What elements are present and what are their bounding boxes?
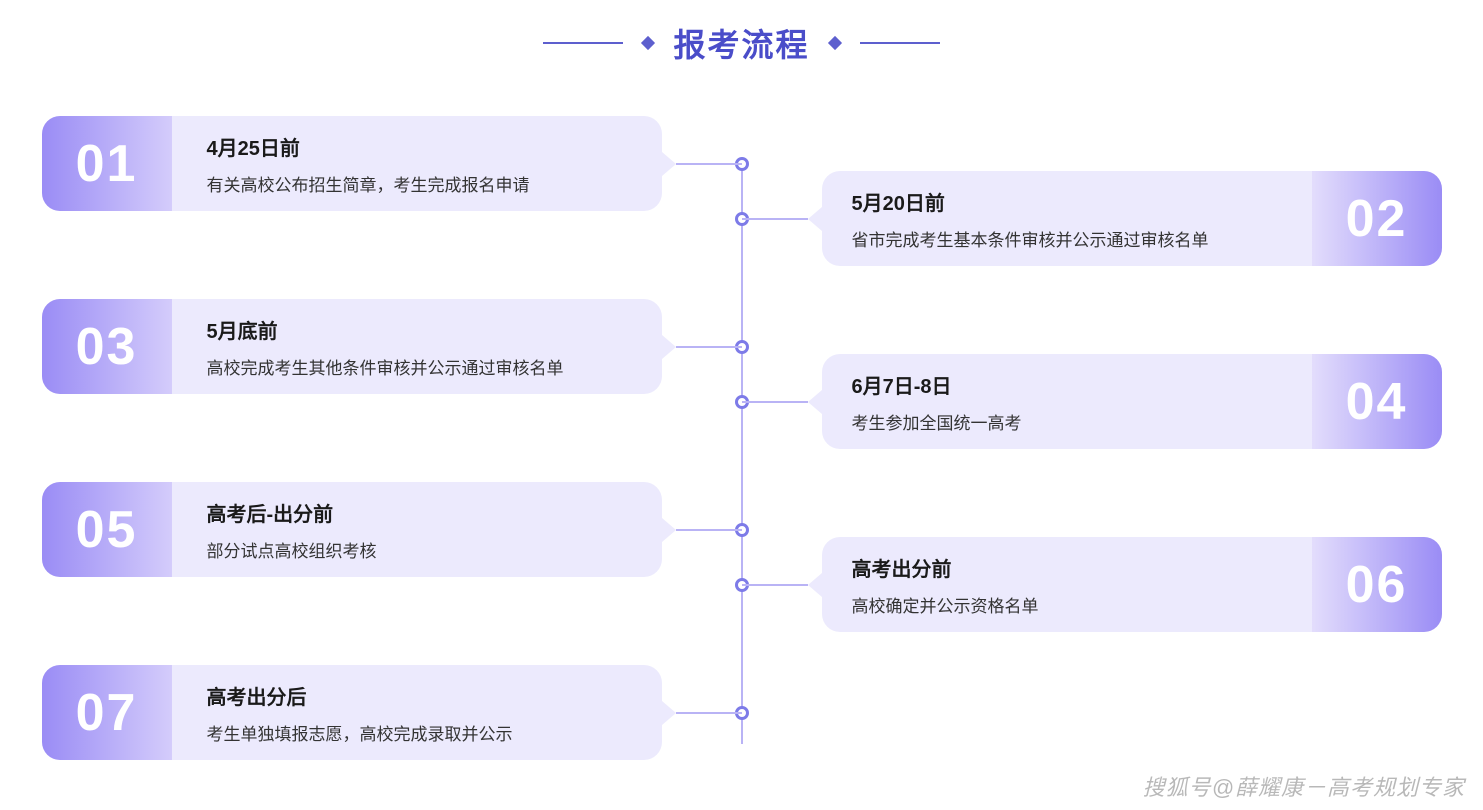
step-content: 4月25日前有关高校公布招生简章，考生完成报名申请 bbox=[207, 132, 530, 196]
flow-container: 01 4月25日前有关高校公布招生简章，考生完成报名申请 02 5月20日前省市完成考… bbox=[22, 106, 1462, 786]
step-number-badge: 05 bbox=[42, 482, 172, 577]
step-title: 高考出分前 bbox=[852, 553, 1039, 582]
step-card-06: 06 高考出分前高校确定并公示资格名单 bbox=[822, 537, 1442, 632]
step-title: 高考出分后 bbox=[207, 681, 513, 710]
step-number-badge: 04 bbox=[1312, 354, 1442, 449]
step-content: 6月7日-8日考生参加全国统一高考 bbox=[852, 370, 1022, 434]
step-title: 5月20日前 bbox=[852, 187, 1209, 216]
step-content: 高考后-出分前部分试点高校组织考核 bbox=[207, 498, 377, 562]
step-card-07: 07 高考出分后考生单独填报志愿，高校完成录取并公示 bbox=[42, 665, 662, 760]
card-arrow-icon bbox=[808, 573, 822, 597]
step-content: 5月20日前省市完成考生基本条件审核并公示通过审核名单 bbox=[852, 187, 1209, 251]
step-title: 5月底前 bbox=[207, 315, 564, 344]
step-card-02: 02 5月20日前省市完成考生基本条件审核并公示通过审核名单 bbox=[822, 171, 1442, 266]
page-title: 报考流程 bbox=[673, 20, 809, 66]
card-arrow-icon bbox=[662, 152, 676, 176]
step-number-badge: 07 bbox=[42, 665, 172, 760]
step-number-badge: 03 bbox=[42, 299, 172, 394]
card-arrow-icon bbox=[662, 335, 676, 359]
header-diamond-right bbox=[827, 36, 841, 50]
step-description: 高校确定并公示资格名单 bbox=[852, 592, 1039, 617]
timeline-connector bbox=[742, 401, 808, 403]
step-number-badge: 01 bbox=[42, 116, 172, 211]
step-title: 4月25日前 bbox=[207, 132, 530, 161]
step-card-04: 04 6月7日-8日考生参加全国统一高考 bbox=[822, 354, 1442, 449]
card-arrow-icon bbox=[662, 518, 676, 542]
step-title: 6月7日-8日 bbox=[852, 370, 1022, 399]
card-arrow-icon bbox=[808, 390, 822, 414]
step-number-badge: 06 bbox=[1312, 537, 1442, 632]
timeline-connector bbox=[676, 712, 742, 714]
step-card-01: 01 4月25日前有关高校公布招生简章，考生完成报名申请 bbox=[42, 116, 662, 211]
timeline-center-line bbox=[741, 164, 743, 744]
step-content: 高考出分后考生单独填报志愿，高校完成录取并公示 bbox=[207, 681, 513, 745]
timeline-connector bbox=[676, 346, 742, 348]
timeline-connector bbox=[742, 218, 808, 220]
watermark-text: 搜狐号@薛耀康－高考规划专家 bbox=[1143, 770, 1465, 802]
step-card-03: 03 5月底前高校完成考生其他条件审核并公示通过审核名单 bbox=[42, 299, 662, 394]
timeline-connector bbox=[676, 529, 742, 531]
step-description: 省市完成考生基本条件审核并公示通过审核名单 bbox=[852, 226, 1209, 251]
header-diamond-left bbox=[641, 36, 655, 50]
header-line-left bbox=[543, 42, 623, 44]
card-arrow-icon bbox=[662, 701, 676, 725]
step-description: 部分试点高校组织考核 bbox=[207, 537, 377, 562]
step-description: 有关高校公布招生简章，考生完成报名申请 bbox=[207, 171, 530, 196]
step-content: 高考出分前高校确定并公示资格名单 bbox=[852, 553, 1039, 617]
step-content: 5月底前高校完成考生其他条件审核并公示通过审核名单 bbox=[207, 315, 564, 379]
timeline-connector bbox=[742, 584, 808, 586]
page-header: 报考流程 bbox=[0, 0, 1483, 106]
step-description: 考生单独填报志愿，高校完成录取并公示 bbox=[207, 720, 513, 745]
timeline-connector bbox=[676, 163, 742, 165]
header-line-right bbox=[860, 42, 940, 44]
step-title: 高考后-出分前 bbox=[207, 498, 377, 527]
step-number-badge: 02 bbox=[1312, 171, 1442, 266]
step-description: 高校完成考生其他条件审核并公示通过审核名单 bbox=[207, 354, 564, 379]
card-arrow-icon bbox=[808, 207, 822, 231]
step-description: 考生参加全国统一高考 bbox=[852, 409, 1022, 434]
step-card-05: 05 高考后-出分前部分试点高校组织考核 bbox=[42, 482, 662, 577]
